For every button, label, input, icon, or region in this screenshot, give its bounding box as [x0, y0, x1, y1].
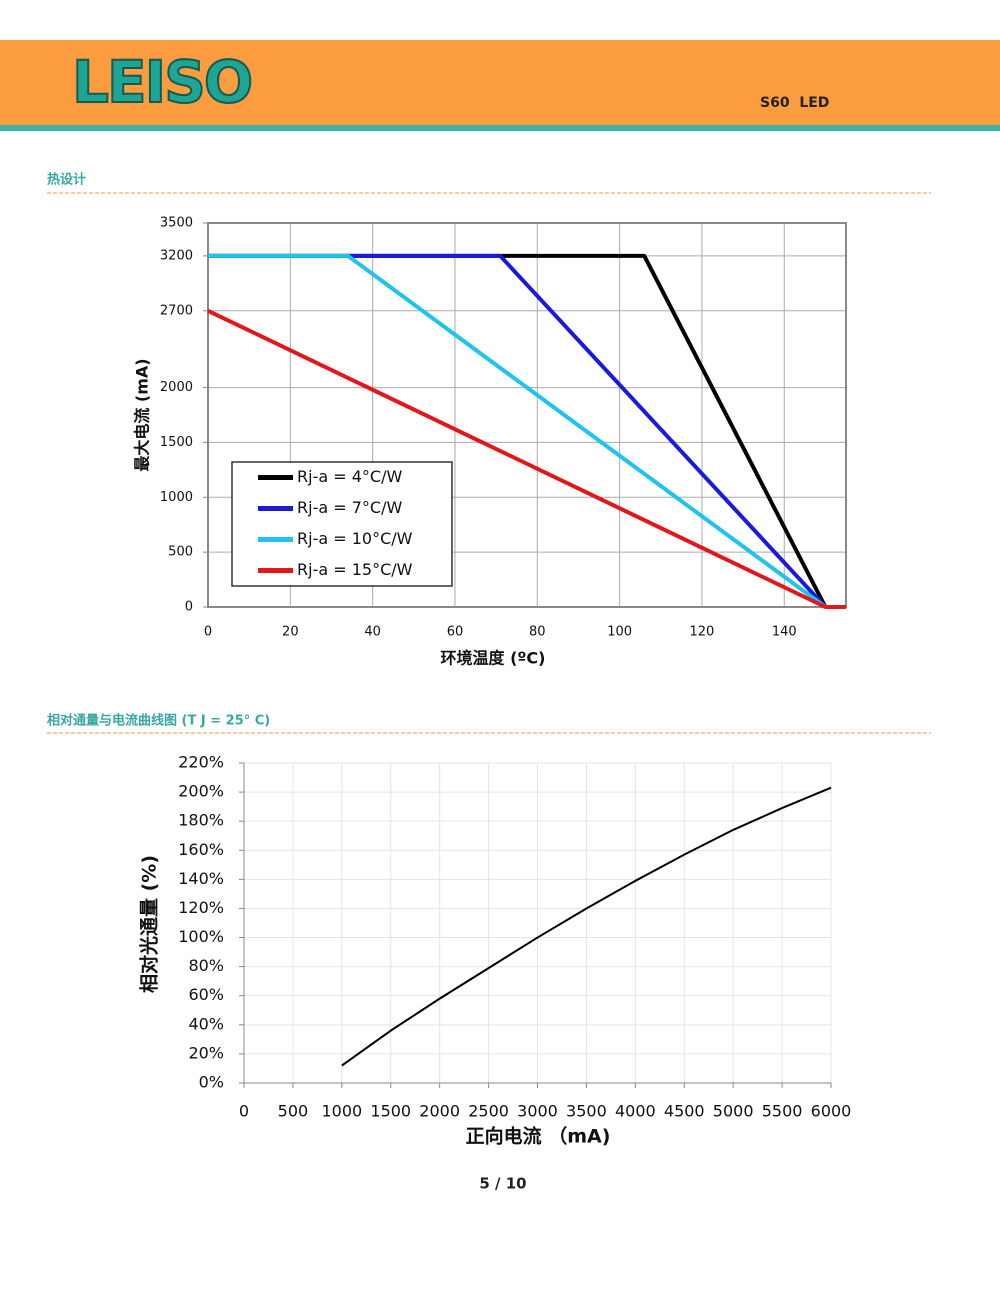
y-tick-label: 140%: [178, 869, 224, 888]
y-tick-label: 180%: [178, 811, 224, 830]
page-number: 5 / 10: [479, 1175, 526, 1193]
section-title: 相对通量与电流曲线图 (T J = 25° C): [47, 713, 270, 729]
y-tick-label: 0%: [199, 1073, 224, 1092]
x-tick-label: 0: [204, 625, 212, 640]
legend-label: Rj-a = 10°C/W: [297, 529, 413, 548]
x-axis-title: 正向电流 （mA): [466, 1125, 611, 1148]
x-axis-title: 环境温度 (ºC): [441, 649, 546, 668]
y-tick-label: 1000: [160, 490, 193, 505]
legend-box: [231, 461, 453, 587]
x-tick-label: 3500: [566, 1102, 607, 1121]
y-tick-label: 20%: [188, 1043, 224, 1062]
y-tick-label: 40%: [188, 1014, 224, 1033]
y-axis-title: 相对光通量 (%): [138, 855, 161, 993]
x-tick-label: 1500: [370, 1102, 411, 1121]
y-tick-label: 200%: [178, 782, 224, 801]
y-tick-label: 500: [168, 545, 193, 560]
y-tick-label: 2700: [160, 303, 193, 318]
y-axis-title: 最大电流 (mA): [133, 358, 152, 471]
series-line: [341, 786, 832, 1067]
x-tick-label: 40: [364, 625, 381, 640]
y-tick-label: 0: [185, 600, 193, 615]
x-tick-label: 120: [690, 625, 715, 640]
y-tick-label: 100%: [178, 927, 224, 946]
x-tick-label: 60: [447, 625, 464, 640]
x-tick-label: 3000: [517, 1102, 558, 1121]
x-tick-label: 100: [607, 625, 632, 640]
y-tick-label: 60%: [188, 985, 224, 1004]
x-tick-label: 5000: [713, 1102, 754, 1121]
x-tick-label: 4500: [664, 1102, 705, 1121]
section-title: 热设计: [47, 172, 86, 188]
y-tick-label: 2000: [160, 380, 193, 395]
y-tick-label: 80%: [188, 956, 224, 975]
y-tick-label: 160%: [178, 840, 224, 859]
plot-frame: [207, 222, 847, 608]
x-tick-label: 2000: [419, 1102, 460, 1121]
logo: LEISO: [72, 48, 251, 116]
series-line: [208, 253, 827, 609]
header-strip: [0, 125, 1000, 131]
product-name: S60 LED: [760, 95, 829, 111]
x-tick-label: 0: [239, 1102, 249, 1121]
series-line: [207, 308, 846, 609]
y-tick-label: 1500: [160, 435, 193, 450]
x-tick-label: 2500: [468, 1102, 509, 1121]
y-tick-label: 120%: [178, 898, 224, 917]
legend-label: Rj-a = 7°C/W: [297, 498, 402, 517]
x-tick-label: 140: [772, 625, 797, 640]
x-tick-label: 80: [529, 625, 546, 640]
x-tick-label: 500: [278, 1102, 309, 1121]
x-tick-label: 20: [282, 625, 299, 640]
y-tick-label: 3200: [160, 248, 193, 263]
legend-label: Rj-a = 15°C/W: [297, 560, 413, 579]
x-tick-label: 1000: [321, 1102, 362, 1121]
legend-label: Rj-a = 4°C/W: [297, 467, 402, 486]
header-band: [0, 40, 1000, 126]
y-tick-label: 3500: [160, 216, 193, 231]
x-tick-label: 5500: [762, 1102, 803, 1121]
y-tick-label: 220%: [178, 753, 224, 772]
x-tick-label: 4000: [615, 1102, 656, 1121]
x-tick-label: 6000: [811, 1102, 852, 1121]
